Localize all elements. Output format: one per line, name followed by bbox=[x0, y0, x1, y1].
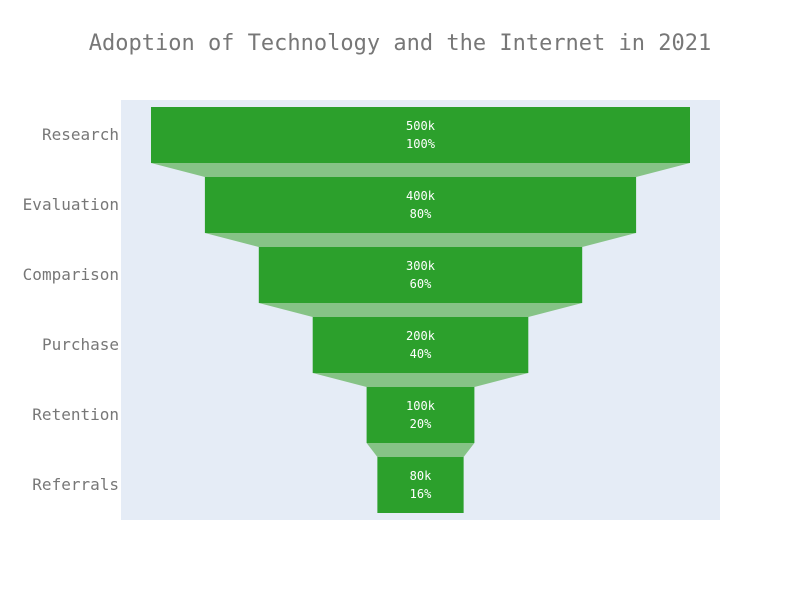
funnel-connectors bbox=[151, 163, 690, 457]
funnel-connector bbox=[151, 163, 690, 177]
funnel-connector bbox=[312, 373, 529, 387]
bar-percent-label: 40% bbox=[410, 347, 432, 361]
funnel-bar-labels: 500k 100% 400k 80% 300k 60% 200k 40% 100k 20% 80k 1… bbox=[406, 119, 436, 501]
bar-value-label: 500k bbox=[406, 119, 436, 133]
bar-percent-label: 100% bbox=[406, 137, 436, 151]
bar-percent-label: 16% bbox=[410, 487, 432, 501]
funnel-connector bbox=[258, 303, 583, 317]
bar-value-label: 80k bbox=[410, 469, 432, 483]
funnel-bar bbox=[151, 107, 690, 163]
funnel-connector bbox=[366, 443, 475, 457]
bar-value-label: 400k bbox=[406, 189, 436, 203]
bar-percent-label: 80% bbox=[410, 207, 432, 221]
funnel-bar bbox=[258, 247, 583, 303]
y-tick-label: Research bbox=[42, 125, 119, 144]
funnel-bars bbox=[151, 107, 690, 513]
funnel-bar bbox=[204, 177, 637, 233]
y-tick-label: Referrals bbox=[32, 475, 119, 494]
y-axis-tick-labels: Research Evaluation Comparison Purchase Rete… bbox=[23, 125, 119, 494]
bar-percent-label: 20% bbox=[410, 417, 432, 431]
bar-value-label: 200k bbox=[406, 329, 436, 343]
funnel-connector bbox=[204, 233, 637, 247]
funnel-bar bbox=[312, 317, 529, 373]
chart-title: Adoption of Technology and the Internet … bbox=[89, 31, 712, 56]
y-tick-label: Comparison bbox=[23, 265, 119, 284]
y-tick-label: Purchase bbox=[42, 335, 119, 354]
bar-percent-label: 60% bbox=[410, 277, 432, 291]
bar-value-label: 300k bbox=[406, 259, 436, 273]
funnel-bar bbox=[366, 387, 475, 443]
bar-value-label: 100k bbox=[406, 399, 436, 413]
funnel-bar bbox=[377, 457, 464, 513]
y-tick-label: Evaluation bbox=[23, 195, 119, 214]
y-tick-label: Retention bbox=[32, 405, 119, 424]
